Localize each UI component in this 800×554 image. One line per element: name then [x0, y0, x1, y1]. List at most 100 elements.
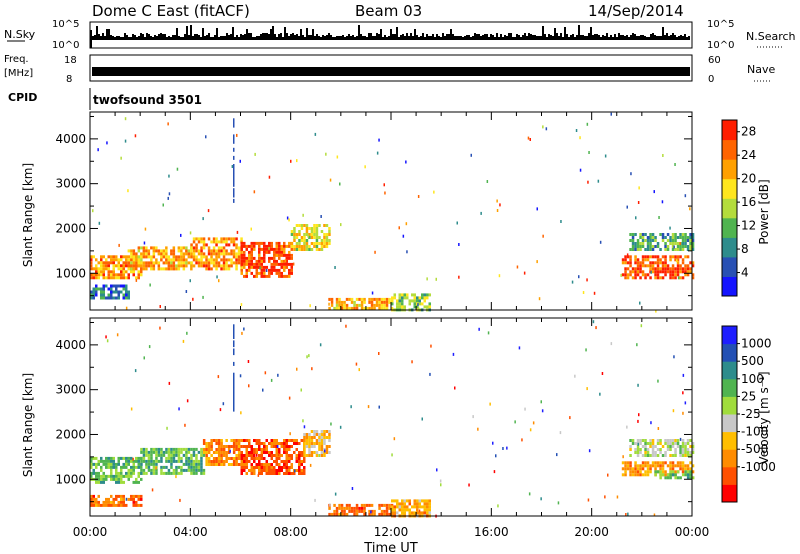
nsky-bar: [172, 35, 174, 40]
scatter-cell: [406, 508, 409, 512]
scatter-cell: [140, 270, 143, 274]
scatter-cell: [664, 270, 667, 274]
scatter-cell: [401, 302, 404, 306]
scatter-cell: [413, 293, 416, 297]
scatter-cell: [212, 439, 216, 442]
scatter-cell: [182, 246, 186, 250]
scatter-cell: [671, 255, 675, 259]
scatter-cell: [656, 255, 660, 259]
scatter-cell: [192, 453, 196, 457]
scatter-cell: [654, 464, 657, 468]
scatter-cell: [197, 468, 201, 472]
scatter-cell: [185, 459, 188, 463]
scatter-cell: [684, 267, 687, 271]
scatter-cell: [686, 267, 690, 271]
scatter-cell: [130, 456, 133, 460]
scatter-cell: [250, 247, 253, 251]
scatter-cell: [235, 264, 238, 268]
scatter-cell: [651, 267, 655, 271]
scatter-cell: [280, 445, 283, 448]
scatter-cell: [172, 258, 176, 262]
scatter-cell: [345, 503, 349, 507]
scatter-cell: [220, 258, 223, 262]
scatter-cell: [140, 468, 143, 472]
scatter-cell: [634, 245, 637, 248]
scatter-cell: [222, 463, 226, 466]
scatter-cell: [172, 468, 176, 472]
nsky-bar: [336, 36, 338, 40]
scatter-cell: [664, 442, 667, 445]
scatter-cell: [273, 268, 276, 272]
scatter-cell: [245, 451, 248, 454]
scatter-cell: [401, 505, 404, 509]
scatter-cell: [661, 454, 665, 457]
scatter-cell: [112, 276, 115, 280]
scatter-cell: [303, 466, 306, 469]
noise-cell: [638, 186, 640, 190]
noise-cell: [162, 203, 164, 207]
scatter-cell: [215, 237, 218, 241]
scatter-cell: [313, 245, 316, 248]
scatter-cell: [230, 240, 233, 244]
scatter-cell: [155, 453, 158, 457]
scatter-cell: [230, 252, 233, 256]
noise-cell: [148, 345, 151, 349]
streak-cell: [233, 361, 235, 366]
scatter-cell: [120, 290, 123, 294]
scatter-cell: [644, 258, 647, 262]
scatter-cell: [200, 252, 203, 256]
scatter-cell: [330, 297, 334, 301]
scatter-cell: [631, 236, 635, 239]
scatter-cell: [646, 448, 650, 451]
scatter-cell: [396, 502, 399, 506]
scatter-cell: [100, 267, 103, 271]
scatter-cell: [348, 506, 351, 510]
nsky-bar: [612, 37, 614, 40]
scatter-cell: [185, 462, 188, 466]
nsky-bar: [528, 33, 530, 40]
scatter-cell: [396, 305, 399, 309]
scatter-cell: [172, 264, 176, 268]
noise-cell: [673, 355, 675, 359]
nsky-bar: [498, 37, 500, 40]
scatter-cell: [669, 448, 672, 451]
scatter-cell: [190, 243, 193, 247]
scatter-cell: [95, 497, 98, 501]
scatter-cell: [674, 473, 677, 477]
scatter-cell: [147, 264, 151, 268]
scatter-cell: [190, 246, 193, 250]
scatter-cell: [666, 473, 670, 477]
scatter-cell: [195, 465, 198, 469]
nsky-bar: [586, 36, 588, 40]
scatter-cell: [676, 476, 680, 480]
scatter-cell: [408, 299, 411, 303]
scatter-cell: [671, 236, 675, 239]
scatter-cell: [385, 303, 389, 307]
scatter-cell: [659, 461, 662, 465]
noise-cell: [176, 167, 179, 171]
nsky-bar: [244, 34, 246, 40]
scatter-cell: [388, 512, 391, 516]
scatter-cell: [396, 302, 399, 306]
scatter-cell: [300, 451, 303, 454]
scatter-cell: [320, 230, 324, 233]
scatter-cell: [629, 233, 632, 236]
scatter-cell: [120, 497, 123, 501]
scatter-cell: [205, 255, 208, 259]
colorbar-swatch: [722, 361, 737, 380]
scatter-cell: [230, 463, 233, 466]
scatter-cell: [278, 448, 281, 451]
scatter-cell: [237, 439, 241, 442]
scatter-cell: [681, 454, 685, 457]
scatter-cell: [383, 509, 386, 513]
scatter-cell: [373, 512, 376, 516]
scatter-cell: [268, 244, 271, 248]
scatter-cell: [310, 445, 314, 448]
nsky-bar: [164, 34, 166, 40]
scatter-cell: [102, 296, 105, 300]
noise-cell: [127, 189, 129, 193]
scatter-cell: [155, 258, 158, 262]
scatter-cell: [325, 239, 329, 242]
nsky-bar: [350, 36, 352, 40]
scatter-cell: [679, 454, 682, 457]
